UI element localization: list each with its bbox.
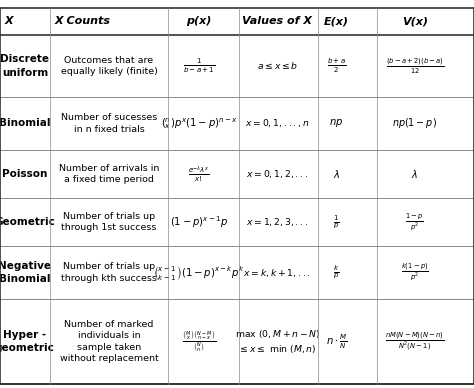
Text: Number of trials up
through 1st success: Number of trials up through 1st success xyxy=(61,212,157,232)
Text: $\binom{x-1}{k-1}(1-p)^{x-k}p^k$: $\binom{x-1}{k-1}(1-p)^{x-k}p^k$ xyxy=(154,264,245,282)
Text: Number of marked
individuals in
sample taken
without replacement: Number of marked individuals in sample t… xyxy=(60,320,158,363)
Text: $x = 1,2,3,...$: $x = 1,2,3,...$ xyxy=(246,216,309,228)
Text: $np$: $np$ xyxy=(329,117,344,129)
Text: $\frac{\binom{M}{x}\binom{N-M}{n-x}}{\binom{N}{n}}$: $\frac{\binom{M}{x}\binom{N-M}{n-x}}{\bi… xyxy=(182,329,216,354)
Text: p(x): p(x) xyxy=(186,16,212,26)
Text: max $(0,M+n-N)$
$\leq x \leq$ min $(M,n)$: max $(0,M+n-N)$ $\leq x \leq$ min $(M,n)… xyxy=(235,328,320,355)
Text: $\frac{b+a}{2}$: $\frac{b+a}{2}$ xyxy=(327,57,346,75)
Text: Values of X: Values of X xyxy=(242,16,312,26)
Text: $\frac{k(1-p)}{p^2}$: $\frac{k(1-p)}{p^2}$ xyxy=(401,262,429,283)
Text: E(x): E(x) xyxy=(324,16,349,26)
Text: $a \leq x \leq b$: $a \leq x \leq b$ xyxy=(256,61,298,71)
Text: Geometric: Geometric xyxy=(0,217,55,227)
Text: Binomial: Binomial xyxy=(0,118,51,128)
Text: $(1-p)^{x-1}p$: $(1-p)^{x-1}p$ xyxy=(170,214,228,230)
Text: X: X xyxy=(5,16,13,26)
Text: $\lambda$: $\lambda$ xyxy=(411,168,419,180)
FancyBboxPatch shape xyxy=(0,8,474,384)
Text: $\frac{1}{b-a+1}$: $\frac{1}{b-a+1}$ xyxy=(183,57,215,75)
Text: $n \cdot \frac{M}{N}$: $n \cdot \frac{M}{N}$ xyxy=(326,333,347,351)
Text: Number of arrivals in
a fixed time period: Number of arrivals in a fixed time perio… xyxy=(59,164,159,184)
Text: $np(1-p)$: $np(1-p)$ xyxy=(392,116,437,130)
Text: $\frac{(b-a+2)(b-a)}{12}$: $\frac{(b-a+2)(b-a)}{12}$ xyxy=(385,56,444,76)
Text: X Counts: X Counts xyxy=(55,16,110,26)
Text: Discrete
uniform: Discrete uniform xyxy=(0,54,49,78)
Text: $\frac{nM(N-M)(N-n)}{N^2(N-1)}$: $\frac{nM(N-M)(N-n)}{N^2(N-1)}$ xyxy=(385,331,445,353)
Text: $x = 0,1,...,n$: $x = 0,1,...,n$ xyxy=(245,117,310,129)
Text: $\frac{1}{p}$: $\frac{1}{p}$ xyxy=(333,213,340,231)
Text: Negative
Binomial: Negative Binomial xyxy=(0,261,51,284)
Text: $\lambda$: $\lambda$ xyxy=(333,168,340,180)
Text: $\binom{n}{x}p^x(1-p)^{n-x}$: $\binom{n}{x}p^x(1-p)^{n-x}$ xyxy=(161,116,237,131)
Text: $\frac{k}{p}$: $\frac{k}{p}$ xyxy=(333,264,340,281)
Text: Poisson: Poisson xyxy=(2,169,47,179)
Text: $\frac{e^{-\lambda}\lambda^x}{x!}$: $\frac{e^{-\lambda}\lambda^x}{x!}$ xyxy=(188,164,210,184)
Text: Number of sucesses
in n fixed trials: Number of sucesses in n fixed trials xyxy=(61,113,157,133)
Text: Hyper -
geometric: Hyper - geometric xyxy=(0,330,55,353)
Text: Outcomes that are
equally likely (finite): Outcomes that are equally likely (finite… xyxy=(61,56,157,76)
Text: $x = 0,1,2,...$: $x = 0,1,2,...$ xyxy=(246,168,309,180)
Text: V(x): V(x) xyxy=(402,16,428,26)
Text: Number of trials up
through kth success: Number of trials up through kth success xyxy=(61,262,157,283)
Text: $\frac{1-p}{p^2}$: $\frac{1-p}{p^2}$ xyxy=(405,211,424,233)
Text: $x = k, k+1,...$: $x = k, k+1,...$ xyxy=(243,267,311,279)
